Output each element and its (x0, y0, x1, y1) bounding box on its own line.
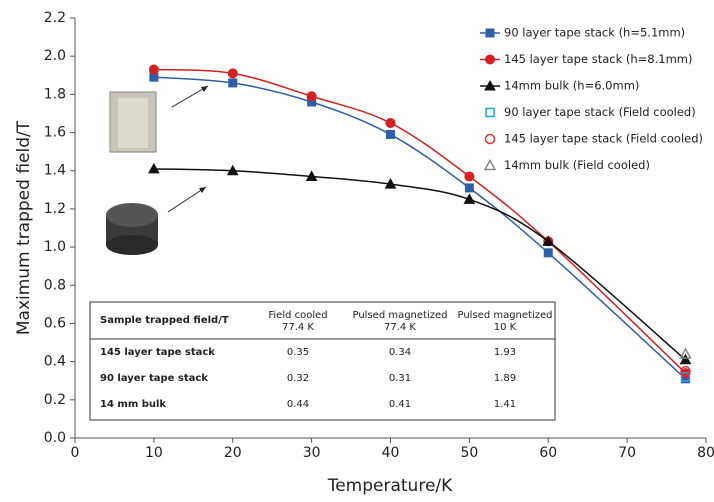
table-cell: 0.41 (389, 399, 411, 410)
bulk-photo (106, 203, 158, 255)
legend-entry: 14mm bulk (h=6.0mm) (480, 79, 639, 93)
marker (543, 248, 553, 258)
legend-label: 14mm bulk (h=6.0mm) (504, 79, 639, 93)
legend-entry: 90 layer tape stack (h=5.1mm) (480, 26, 685, 40)
series (679, 347, 692, 359)
table-header: Sample trapped field/T (100, 315, 229, 326)
table-header: 77.4 K (384, 322, 416, 333)
marker (386, 129, 395, 139)
table-header: Field cooled (268, 310, 327, 321)
series (148, 162, 692, 365)
marker (227, 68, 238, 79)
marker (385, 118, 396, 128)
y-tick-label: 1.8 (44, 86, 66, 102)
legend-label: 145 layer tape stack (h=8.1mm) (504, 52, 692, 66)
y-tick-label: 1.6 (44, 125, 66, 141)
marker (679, 353, 692, 365)
legend-entry: 145 layer tape stack (h=8.1mm) (480, 52, 692, 66)
x-tick-label: 10 (145, 445, 163, 461)
table-cell: 0.35 (287, 347, 309, 358)
legend-marker (484, 79, 496, 91)
marker (148, 64, 159, 75)
x-tick-label: 60 (539, 445, 557, 461)
y-tick-label: 0.2 (44, 392, 66, 408)
arrow (171, 85, 209, 108)
legend-marker (485, 107, 495, 118)
marker (542, 235, 555, 246)
table-border (89, 301, 556, 421)
marker (305, 170, 318, 181)
marker (384, 178, 397, 189)
arrow (167, 186, 207, 213)
marker (680, 365, 691, 377)
legend-label: 14mm bulk (Field cooled) (504, 158, 650, 172)
legend-label: 145 layer tape stack (Field cooled) (504, 132, 703, 146)
table-row-label: 90 layer tape stack (100, 373, 208, 384)
legend-label: 90 layer tape stack (h=5.1mm) (504, 26, 685, 40)
legend-entry: 14mm bulk (Field cooled) (483, 158, 650, 172)
series-line (153, 68, 687, 374)
x-tick-label: 30 (303, 445, 321, 461)
series (680, 372, 691, 382)
y-tick-label: 2.2 (44, 10, 66, 26)
table-cell: 1.93 (494, 347, 516, 358)
y-tick-label: 1.4 (44, 163, 66, 179)
y-tick-label: 0.8 (44, 277, 66, 293)
table-cell: 1.89 (494, 373, 516, 384)
x-tick-label: 40 (382, 445, 400, 461)
legend-entry: 90 layer tape stack (Field cooled) (485, 105, 696, 119)
series (680, 365, 691, 377)
marker (680, 372, 691, 382)
y-tick-label: 1.0 (44, 239, 66, 255)
table-cell: 0.32 (287, 373, 309, 384)
marker (306, 91, 317, 102)
table-cell: 0.44 (287, 399, 309, 410)
y-tick-label: 1.2 (44, 201, 66, 217)
legend-label: 90 layer tape stack (Field cooled) (504, 105, 696, 119)
series (148, 64, 691, 379)
x-tick-label: 20 (224, 445, 242, 461)
table-row-label: 14 mm bulk (100, 399, 166, 410)
marker (228, 78, 238, 88)
marker (464, 183, 474, 193)
legend-marker (485, 28, 495, 38)
x-axis-label: Temperature/K (327, 476, 453, 496)
table-cell: 0.34 (389, 347, 411, 358)
y-tick-label: 0.6 (44, 315, 66, 331)
table-cell: 1.41 (494, 399, 516, 410)
cube-photo (109, 91, 157, 153)
table-header: Pulsed magnetized (457, 310, 552, 321)
legend-marker (483, 158, 497, 171)
x-tick-label: 70 (618, 445, 636, 461)
y-tick-label: 2.0 (44, 48, 66, 64)
arrow-head (199, 187, 206, 193)
marker (226, 164, 239, 176)
table-header: Pulsed magnetized (352, 310, 447, 321)
table-cell: 0.31 (389, 373, 411, 384)
y-tick-label: 0.0 (44, 430, 66, 446)
marker (464, 171, 475, 182)
marker (679, 347, 692, 359)
legend-marker (484, 133, 496, 145)
table-header: 10 K (494, 322, 517, 333)
y-tick-label: 0.4 (44, 354, 66, 370)
x-tick-label: 80 (697, 445, 714, 461)
legend-entry: 145 layer tape stack (Field cooled) (484, 132, 703, 146)
table-row-label: 145 layer tape stack (100, 347, 215, 358)
table-header: 77.4 K (282, 322, 314, 333)
marker (148, 162, 160, 174)
arrow-head (201, 86, 208, 92)
y-axis-label: Maximum trapped field/T (14, 120, 34, 335)
series-line (153, 76, 686, 380)
x-tick-label: 50 (460, 445, 478, 461)
marker (463, 193, 476, 204)
x-tick-label: 0 (71, 445, 80, 461)
legend-marker (485, 54, 495, 65)
